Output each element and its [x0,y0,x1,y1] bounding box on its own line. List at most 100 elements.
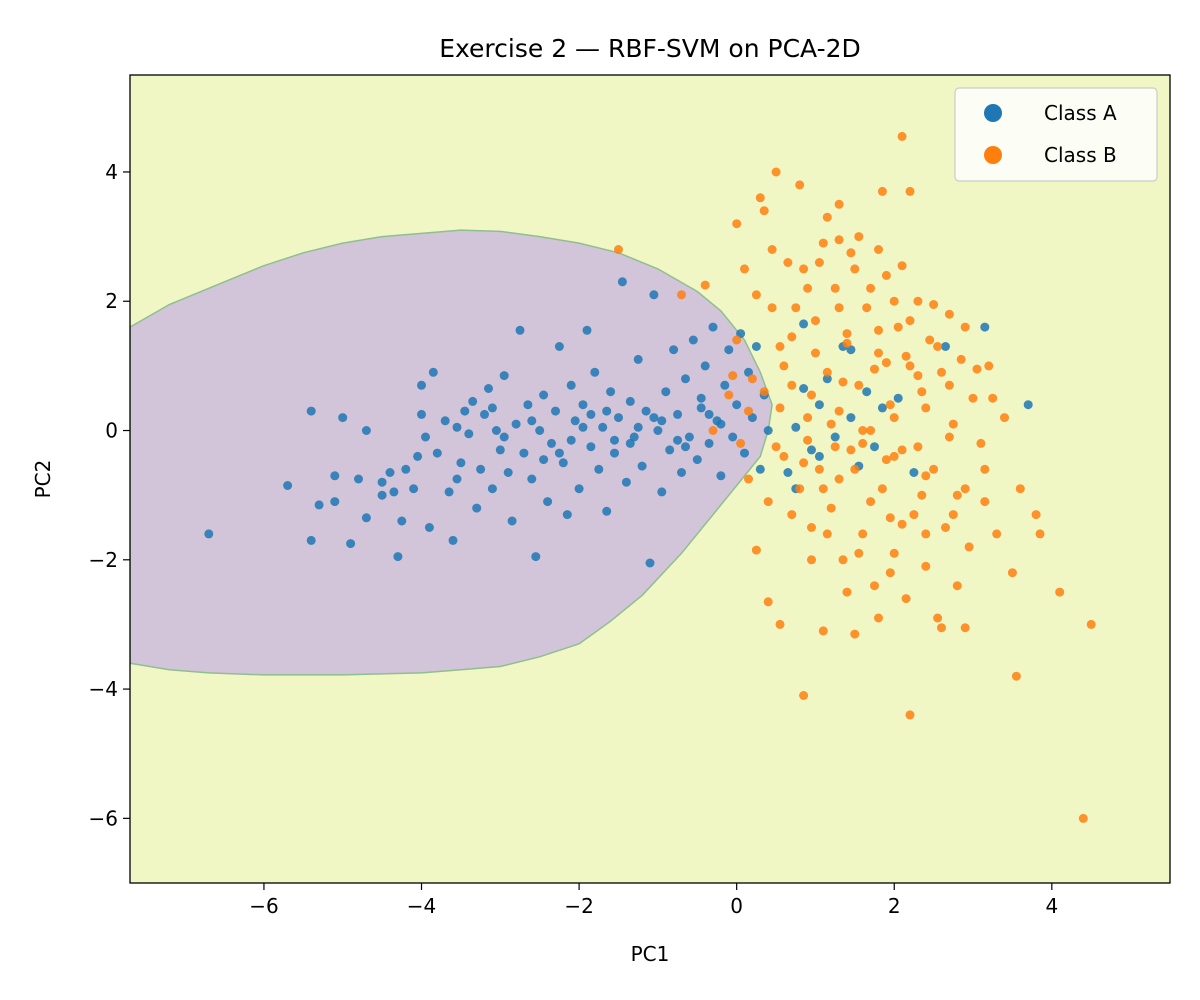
point-class-b [937,367,946,377]
point-class-b [850,629,860,639]
point-class-b [960,484,970,494]
point-class-a [578,400,588,410]
point-class-a [720,380,730,390]
point-class-b [881,270,891,280]
point-class-a [574,484,584,494]
point-class-b [767,303,777,313]
point-class-a [657,416,667,426]
y-tick-label: −2 [89,548,118,572]
point-class-b [783,258,793,267]
point-class-a [539,455,549,465]
point-class-a [610,435,619,445]
point-class-a [515,325,525,335]
point-class-a [637,461,647,471]
point-class-b [897,261,907,271]
point-class-b [877,186,887,196]
point-class-a [385,468,395,477]
point-class-b [822,367,832,377]
point-class-a [633,354,643,364]
point-class-a [527,416,537,426]
point-class-b [842,338,852,348]
point-class-a [862,387,872,397]
point-class-a [732,400,742,410]
point-class-a [681,442,690,452]
point-class-a [306,406,316,416]
point-class-a [480,409,489,419]
point-class-a [448,535,458,545]
point-class-b [791,303,801,313]
point-class-a [661,387,671,397]
point-class-b [937,623,946,633]
point-class-b [842,587,852,597]
point-class-b [811,316,820,326]
point-class-a [464,429,474,439]
point-class-a [444,487,454,497]
point-class-a [594,464,604,474]
point-class-b [889,413,899,423]
point-class-b [822,529,832,539]
point-class-a [460,406,470,416]
point-class-b [1000,413,1009,423]
point-class-a [649,290,659,300]
point-class-b [960,623,970,633]
point-class-b [858,426,868,435]
point-class-a [452,422,462,432]
point-class-b [677,290,686,300]
legend: Class A Class B [954,87,1158,182]
point-class-a [980,322,990,332]
point-class-b [1078,813,1088,823]
point-class-b [870,581,879,591]
point-class-a [614,413,623,423]
point-class-b [897,131,907,141]
point-class-b [889,548,899,558]
point-class-b [775,619,785,629]
point-class-b [952,581,962,591]
point-class-b [854,548,864,558]
point-class-a [428,367,438,377]
point-class-b [1031,510,1041,520]
point-class-a [657,487,667,497]
point-class-a [673,409,683,419]
point-class-a [586,409,596,419]
point-class-a [543,497,553,507]
point-class-b [803,435,813,445]
point-class-b [917,387,927,397]
point-class-a [578,422,588,432]
point-class-a [499,371,509,381]
point-class-b [763,597,773,607]
point-class-b [956,354,966,364]
point-class-a [877,403,887,413]
x-tick-label: 4 [1045,894,1058,918]
point-class-a [417,380,426,390]
point-class-a [610,448,619,458]
point-class-b [901,351,911,361]
point-class-b [980,464,990,474]
point-class-b [881,358,891,368]
point-class-a [909,468,919,477]
point-class-b [775,342,785,351]
point-class-b [976,438,986,448]
point-class-b [921,471,931,481]
point-class-b [818,238,828,248]
x-tick-label: 2 [888,894,901,918]
point-class-b [905,710,915,720]
point-class-a [361,426,371,435]
point-class-b [929,464,939,474]
point-class-b [830,442,840,452]
point-class-b [921,561,931,571]
point-class-b [751,290,761,300]
point-class-b [747,374,757,384]
point-class-b [905,361,915,371]
point-class-a [665,445,675,455]
point-class-a [582,325,592,335]
point-class-a [846,413,856,423]
point-class-b [807,390,816,400]
point-class-b [889,296,899,306]
point-class-b [1055,587,1065,597]
legend-box [954,87,1158,182]
point-class-b [948,510,958,520]
point-class-b [834,406,844,416]
point-class-a [814,400,824,410]
point-class-a [716,419,726,429]
point-class-b [952,490,962,500]
